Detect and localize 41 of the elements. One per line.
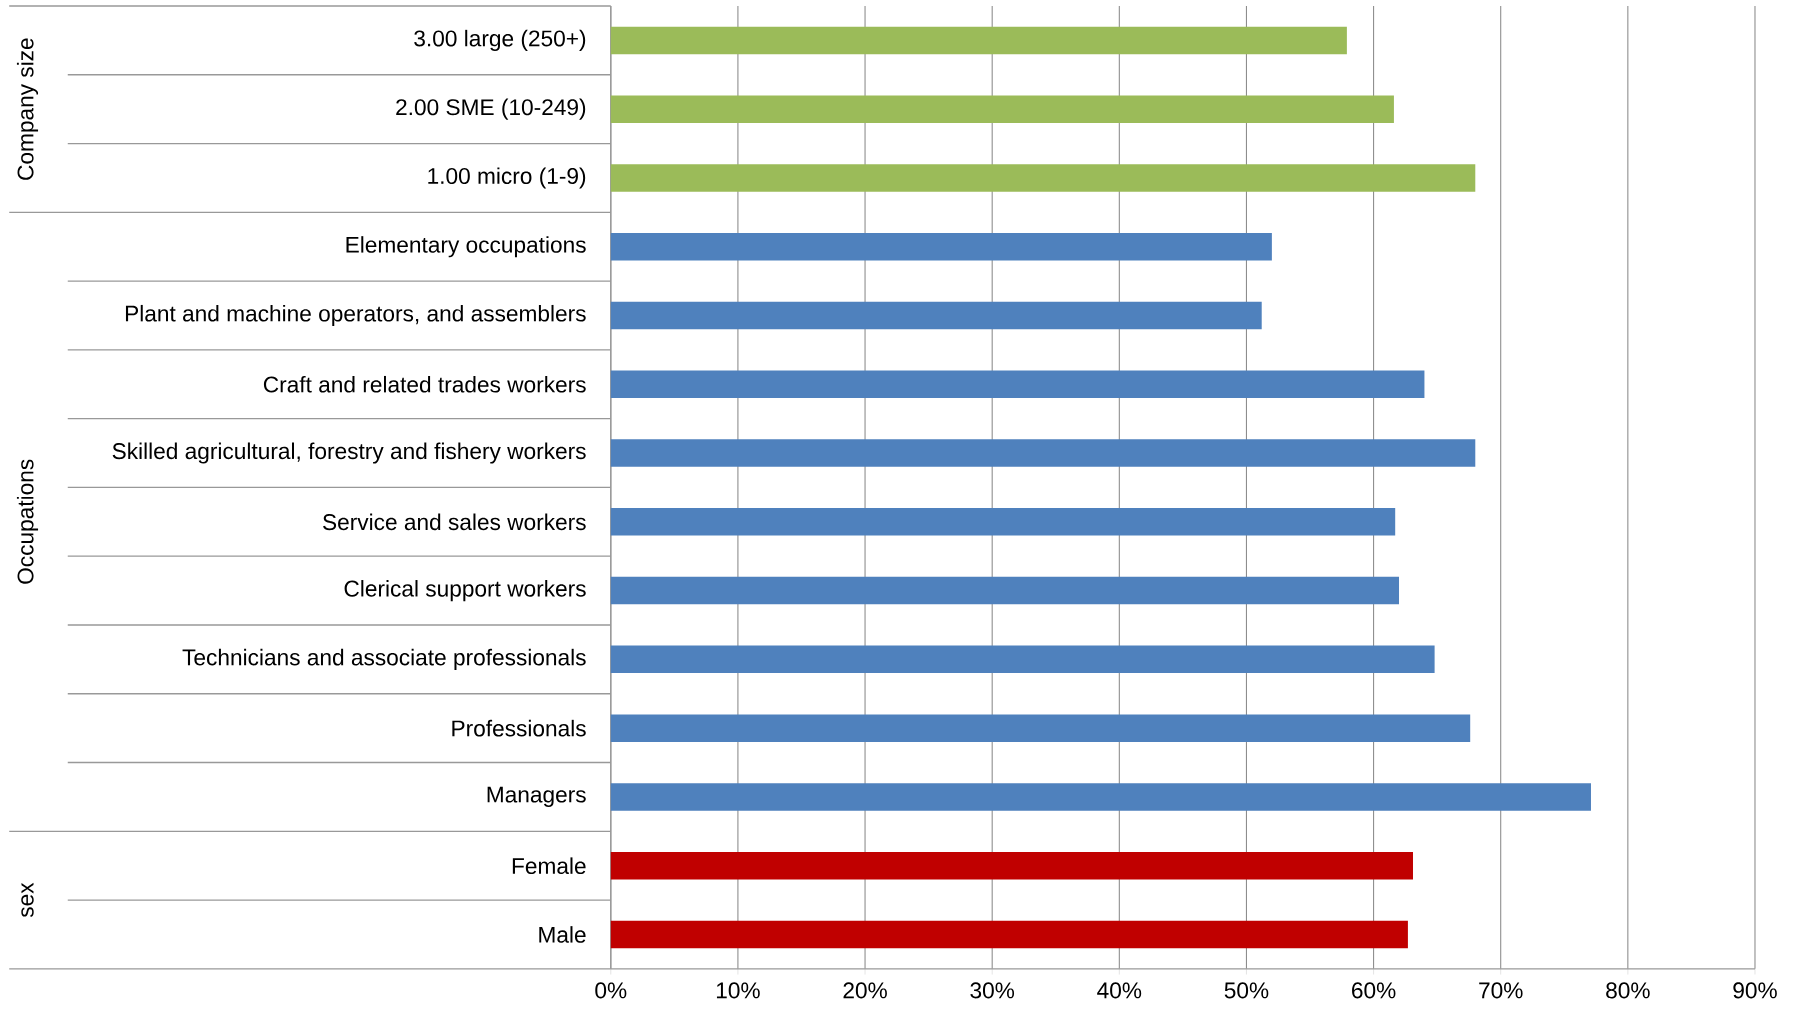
y-tick-label: Plant and machine operators, and assemblers [125, 305, 586, 327]
bar [610, 576, 1400, 605]
bar [610, 439, 1476, 467]
y-tick-label: Technicians and associate professionals [182, 648, 586, 671]
bar [610, 370, 1425, 399]
x-tick-label: 50% [1224, 982, 1269, 999]
y-tick-label: Professionals [452, 719, 586, 737]
bar [610, 301, 1262, 330]
y-tick-label: Skilled agricultural, forestry and fishery workers [112, 442, 586, 464]
x-tick-label: 30% [970, 982, 1015, 999]
bar [610, 233, 1272, 261]
bar [610, 783, 1591, 811]
bar [610, 164, 1476, 192]
bar [610, 920, 1408, 949]
x-tick-label: 90% [1733, 982, 1777, 999]
x-tick-label: 20% [843, 982, 887, 999]
y-tick-label: Managers [487, 786, 586, 808]
x-tick-label: 70% [1479, 982, 1523, 999]
x-tick-label: 10% [716, 982, 760, 999]
y-tick-label: 3.00 large (250+) [414, 29, 586, 52]
x-tick-label: 60% [1352, 982, 1396, 999]
text: sex [21, 882, 34, 918]
bar [610, 26, 1347, 55]
x-tick-label: 40% [1097, 982, 1142, 999]
y-tick-label: Craft and related trades workers [263, 376, 586, 393]
x-tick-label: 80% [1606, 982, 1650, 999]
y-tick-label: 1.00 micro (1-9) [428, 167, 586, 189]
bar [610, 508, 1396, 536]
y-tick-label: Elementary occupations [346, 236, 586, 258]
bar [610, 714, 1471, 742]
bar [610, 852, 1413, 880]
bar [610, 645, 1435, 674]
text: Company size [16, 38, 39, 180]
bar [610, 95, 1394, 123]
y-tick-label: Service and sales workers [323, 513, 586, 531]
x-tick-label: 0% [595, 982, 627, 999]
y-tick-label: Clerical support workers [344, 580, 586, 602]
y-tick-label: 2.00 SME (10-249) [396, 98, 586, 120]
y-tick-label: Female [512, 857, 586, 875]
y-tick-label: Male [539, 926, 586, 943]
text: Occupations [16, 459, 39, 584]
